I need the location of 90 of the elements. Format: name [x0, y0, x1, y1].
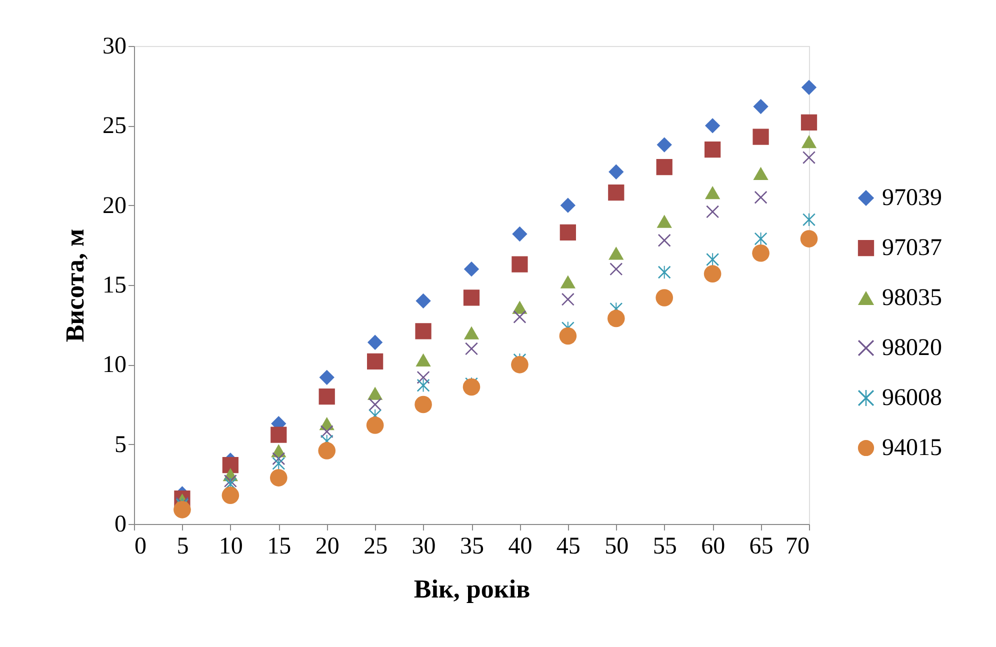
point: [656, 289, 674, 306]
x-tick-label: 0: [134, 534, 146, 560]
point: [416, 353, 431, 366]
point: [753, 166, 768, 180]
point: [608, 184, 624, 201]
point: [801, 135, 817, 148]
x-tick-label: 55: [652, 534, 677, 560]
x-tick-label: 50: [604, 534, 629, 560]
point: [222, 486, 240, 504]
point: [512, 256, 528, 272]
y-tick-label: 5: [114, 432, 126, 458]
legend-label: 94015: [882, 435, 942, 461]
point: [465, 342, 478, 356]
x-tick-label: 40: [508, 534, 532, 560]
point: [752, 128, 769, 145]
point: [416, 379, 430, 392]
y-axis-title: Висота, м: [60, 228, 90, 342]
point: [367, 386, 383, 400]
point: [270, 469, 288, 486]
legend-label: 97039: [882, 185, 942, 211]
point: [416, 293, 431, 309]
point: [512, 226, 528, 242]
x-tick-label: 60: [701, 534, 726, 560]
point: [560, 198, 576, 213]
legend-label: 98035: [882, 285, 942, 311]
point: [174, 501, 191, 518]
point: [656, 159, 672, 176]
x-tick-label: 70: [786, 534, 810, 560]
legend-label: 97037: [882, 235, 942, 261]
point: [414, 396, 432, 414]
x-tick-label: 45: [556, 534, 580, 560]
point: [800, 114, 818, 131]
point: [513, 310, 526, 324]
point: [754, 191, 768, 204]
x-tick-label: 10: [218, 534, 243, 560]
point: [706, 205, 719, 218]
point: [320, 425, 334, 438]
point: [704, 118, 720, 134]
point: [607, 310, 625, 328]
point: [464, 261, 480, 277]
point: [559, 327, 577, 345]
point: [463, 290, 480, 306]
point: [318, 388, 335, 405]
x-tick-label: 15: [267, 534, 292, 560]
point: [560, 275, 576, 288]
point: [658, 266, 671, 279]
point: [272, 457, 285, 470]
point: [608, 246, 624, 260]
point: [704, 265, 722, 282]
point: [318, 442, 336, 460]
x-tick-label: 35: [460, 534, 484, 560]
point: [366, 416, 384, 434]
point: [464, 326, 480, 340]
point: [801, 80, 817, 96]
point: [562, 293, 574, 306]
point: [222, 456, 238, 474]
point: [511, 356, 528, 374]
point: [704, 186, 720, 200]
y-tick-label: 20: [102, 192, 126, 219]
point: [368, 398, 382, 411]
point: [704, 142, 721, 158]
x-tick-label: 5: [176, 534, 189, 560]
point: [367, 334, 383, 350]
point: [415, 323, 432, 340]
x-tick-label: 20: [315, 534, 340, 560]
point: [560, 224, 576, 240]
point: [656, 214, 672, 228]
y-tick-label: 10: [102, 352, 126, 378]
point: [656, 137, 672, 152]
point: [802, 213, 816, 226]
point: [367, 353, 384, 370]
point: [462, 378, 480, 396]
point: [319, 370, 334, 385]
x-tick-label: 65: [749, 534, 774, 560]
x-axis-title: Вік, років: [414, 574, 530, 604]
y-tick-label: 15: [102, 272, 126, 298]
point: [608, 164, 624, 180]
y-tick-label: 30: [102, 34, 126, 60]
point: [706, 253, 719, 266]
legend-label: 96008: [882, 385, 942, 411]
point: [752, 244, 770, 262]
point: [753, 98, 768, 114]
x-tick-label: 25: [364, 534, 388, 560]
x-tick-label: 30: [412, 534, 436, 560]
point: [800, 230, 818, 248]
point: [610, 262, 622, 276]
y-tick-label: 0: [114, 512, 126, 538]
y-tick-label: 25: [102, 113, 126, 140]
point: [270, 426, 287, 443]
legend-label: 98020: [882, 335, 942, 361]
